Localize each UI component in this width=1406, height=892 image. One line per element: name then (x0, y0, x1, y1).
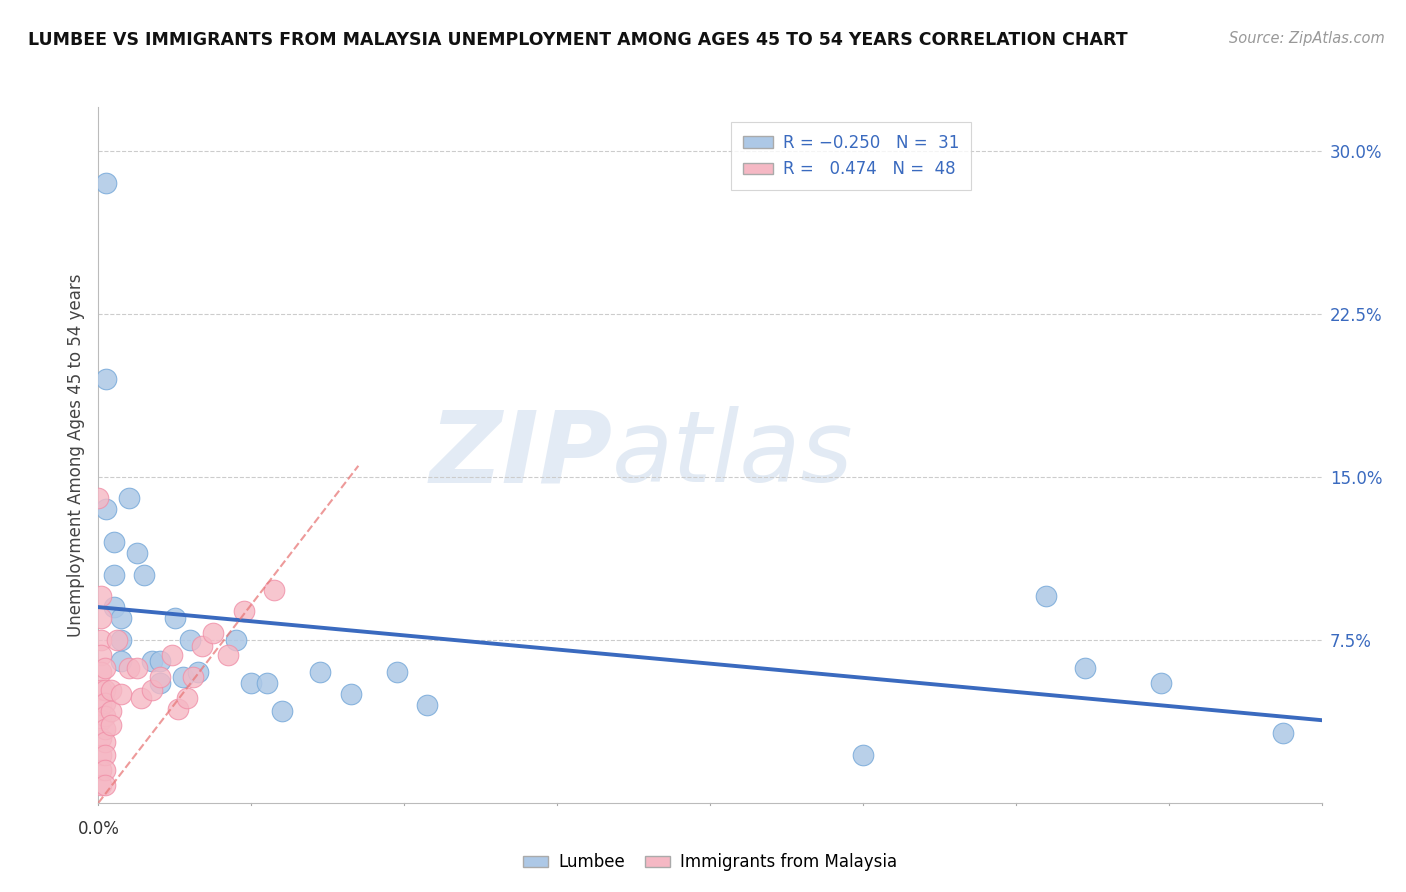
Point (90, 713, 112, 727)
Point (176, 691, 198, 706)
Text: 0.0%: 0.0% (77, 821, 120, 838)
Point (90, 682, 112, 697)
Point (110, 632, 132, 647)
Point (93, 747, 115, 762)
Point (163, 611, 186, 625)
Point (90, 648, 112, 662)
Point (225, 632, 247, 647)
Point (263, 582, 285, 597)
Point (118, 491, 141, 506)
Point (100, 682, 122, 697)
Point (385, 665, 408, 680)
Point (240, 676, 263, 690)
Point (149, 670, 172, 684)
Point (125, 661, 148, 675)
Point (100, 717, 122, 731)
Point (103, 535, 125, 549)
Point (187, 665, 209, 680)
Point (100, 705, 122, 719)
Point (94, 502, 117, 516)
Point (93, 696, 115, 710)
Point (179, 632, 201, 647)
Point (141, 682, 163, 697)
Point (1073, 661, 1095, 675)
Point (141, 655, 163, 669)
Point (87, 491, 110, 506)
Point (160, 648, 183, 662)
Point (94, 372, 117, 386)
Point (93, 682, 115, 697)
Point (103, 600, 125, 615)
Legend: Lumbee, Immigrants from Malaysia: Lumbee, Immigrants from Malaysia (516, 847, 904, 878)
Point (1272, 726, 1295, 740)
Point (93, 763, 115, 777)
Point (90, 747, 112, 762)
Point (90, 698, 112, 712)
Point (339, 687, 361, 701)
Point (1150, 676, 1173, 690)
Point (90, 611, 112, 625)
Point (93, 708, 115, 723)
Text: Source: ZipAtlas.com: Source: ZipAtlas.com (1229, 31, 1385, 46)
Point (93, 661, 115, 675)
Point (232, 605, 254, 619)
Point (181, 670, 204, 684)
Point (852, 747, 875, 762)
Point (270, 705, 292, 719)
Point (217, 648, 239, 662)
Point (172, 670, 194, 684)
Point (309, 665, 332, 680)
Point (416, 698, 439, 712)
Point (149, 655, 172, 669)
Point (129, 691, 152, 706)
Text: atlas: atlas (612, 407, 853, 503)
Point (202, 626, 225, 640)
Point (191, 639, 214, 653)
Y-axis label: Unemployment Among Ages 45 to 54 years: Unemployment Among Ages 45 to 54 years (66, 273, 84, 637)
Point (118, 661, 141, 675)
Point (105, 632, 128, 647)
Point (93, 735, 115, 749)
Point (93, 722, 115, 736)
Text: ZIP: ZIP (429, 407, 612, 503)
Point (94, 176, 117, 190)
Point (90, 763, 112, 777)
Point (110, 611, 132, 625)
Point (1035, 589, 1057, 603)
Point (149, 676, 172, 690)
Point (93, 778, 115, 792)
Point (90, 731, 112, 745)
Point (256, 676, 278, 690)
Point (110, 655, 132, 669)
Point (125, 546, 148, 560)
Point (110, 687, 132, 701)
Point (90, 632, 112, 647)
Point (90, 778, 112, 792)
Point (134, 567, 156, 582)
Point (90, 589, 112, 603)
Point (103, 567, 125, 582)
Point (90, 665, 112, 680)
Text: LUMBEE VS IMMIGRANTS FROM MALAYSIA UNEMPLOYMENT AMONG AGES 45 TO 54 YEARS CORREL: LUMBEE VS IMMIGRANTS FROM MALAYSIA UNEMP… (28, 31, 1128, 49)
Point (167, 702, 190, 716)
